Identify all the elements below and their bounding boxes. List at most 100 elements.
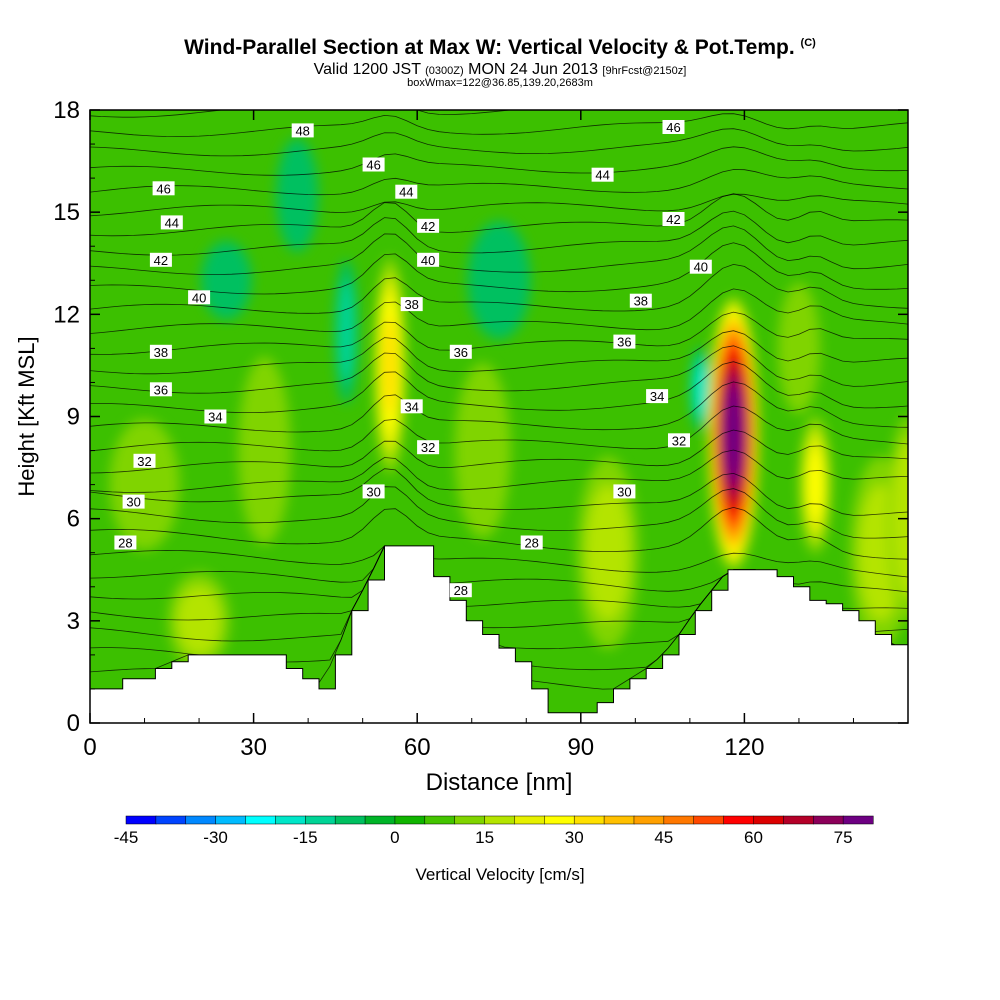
- theta-label-box: [204, 409, 227, 424]
- theta-label-box: [662, 212, 685, 226]
- theta-label-box: [362, 157, 385, 172]
- theta-label-text: 32: [421, 440, 435, 455]
- theta-label-text: 36: [617, 335, 631, 350]
- theta-label-text: 32: [672, 433, 686, 448]
- theta-isoline: [90, 429, 908, 474]
- theta-isoline: [90, 225, 908, 276]
- theta-label-text: 34: [650, 389, 664, 404]
- colorbar-label: Vertical Velocity [cm/s]: [415, 865, 584, 884]
- theta-label: 36: [613, 334, 636, 350]
- terrain-profile: [90, 545, 908, 723]
- x-tick-label: 30: [240, 734, 267, 761]
- theta-label-box: [114, 535, 137, 550]
- colorbar-tick-label: 60: [744, 828, 763, 847]
- theta-isoline: [90, 169, 908, 196]
- theta-label-box: [362, 484, 385, 499]
- y-axis-label: Height [Kft MSL]: [14, 336, 39, 496]
- theta-label-text: 40: [694, 260, 708, 275]
- theta-label: 42: [662, 212, 685, 227]
- theta-label: 32: [668, 433, 690, 448]
- theta-label-text: 38: [634, 294, 648, 309]
- theta-label: 32: [133, 453, 156, 469]
- valid-time-prefix: Valid 1200 JST: [313, 61, 421, 78]
- x-tick-label: 90: [567, 734, 594, 761]
- theta-label-box: [133, 453, 156, 468]
- velocity-contour-fill: [109, 419, 180, 551]
- theta-label: 40: [417, 252, 440, 268]
- theta-label-box: [400, 399, 423, 414]
- colorbar-tick-label: 15: [475, 828, 494, 847]
- theta-isoline: [90, 468, 908, 516]
- theta-isoline: [90, 52, 908, 76]
- theta-isoline: [90, 110, 514, 118]
- theta-label-box: [646, 389, 669, 404]
- theta-label-box: [417, 440, 440, 455]
- colorbar-swatch: [663, 815, 695, 825]
- y-tick-label: 3: [67, 608, 80, 635]
- theta-isoline: [90, 242, 908, 295]
- theta-label-box: [149, 382, 172, 397]
- theta-label: 46: [362, 157, 385, 173]
- colorbar-swatch: [424, 815, 456, 825]
- theta-label-box: [152, 181, 175, 196]
- colorbar-swatch: [305, 815, 336, 825]
- colorbar-swatch: [334, 815, 366, 825]
- theta-label-text: 46: [666, 120, 680, 135]
- colorbar-swatch: [633, 815, 665, 825]
- theta-isoline: [90, 193, 908, 237]
- theta-label-box: [613, 334, 636, 349]
- colorbar-tick-label: 45: [654, 828, 673, 847]
- velocity-contour-fill: [276, 138, 319, 252]
- colorbar-swatch: [693, 815, 725, 825]
- velocity-contour-fill: [177, 586, 221, 655]
- theta-isoline: [90, 193, 908, 217]
- theta-label-text: 42: [154, 253, 168, 268]
- theta-label-box: [417, 218, 440, 233]
- theta-label-text: 40: [192, 290, 206, 305]
- theta-label: 44: [160, 215, 183, 230]
- colorbar-tick-label: -45: [114, 828, 139, 847]
- velocity-contour-fill: [201, 240, 252, 320]
- theta-label-text: 44: [399, 185, 413, 200]
- theta-label-text: 46: [156, 181, 170, 196]
- theta-label: 40: [188, 290, 211, 305]
- chart-title-text: Wind-Parallel Section at Max W: Vertical…: [184, 36, 795, 59]
- theta-label-box: [689, 259, 712, 274]
- velocity-contour-fill: [382, 316, 398, 415]
- colorbar-tick-label: 0: [390, 828, 399, 847]
- colorbar-swatch: [155, 815, 187, 825]
- theta-label-text: 34: [208, 410, 222, 425]
- theta-label: 34: [204, 409, 227, 425]
- x-tick-label: 60: [404, 734, 431, 761]
- velocity-contour-fill: [777, 282, 820, 414]
- y-tick-label: 15: [53, 199, 80, 226]
- theta-isoline: [90, 405, 908, 452]
- colorbar-swatch: [783, 815, 814, 825]
- theta-label: 42: [149, 253, 172, 268]
- colorbar-tick-label: 75: [834, 828, 853, 847]
- theta-label-text: 30: [617, 484, 631, 499]
- theta-isoline: [90, 311, 908, 355]
- theta-label-text: 36: [454, 345, 468, 360]
- plot-area: 48 46 46 46 44 44 44 42 42 42 40 40 40 38 38 38 36 36 36 34…: [90, 52, 908, 723]
- box-wmax-info: boxWmax=122@36.85,139.20,2683m: [407, 77, 593, 89]
- theta-label-text: 42: [421, 219, 435, 234]
- x-tick-label: 120: [724, 734, 764, 761]
- valid-date: MON 24 Jun 2013: [468, 61, 598, 78]
- theta-label-box: [149, 344, 172, 359]
- theta-label-box: [417, 252, 440, 267]
- colorbar-swatch: [812, 815, 844, 825]
- theta-label-text: 38: [404, 297, 418, 312]
- theta-isoline: [90, 506, 908, 560]
- x-tick-label: 0: [83, 734, 96, 761]
- colorbar: -45 -30 -15 0 15 30 45 60 75 Vertical Velocity [c…: [114, 815, 874, 884]
- colorbar-swatch: [514, 815, 545, 825]
- theta-label-text: 30: [126, 495, 140, 510]
- theta-label: 48: [291, 123, 314, 138]
- theta-label-text: 32: [137, 454, 151, 469]
- theta-label: 28: [449, 583, 472, 598]
- forecast-info: [9hrFcst@2150z]: [602, 65, 687, 77]
- theta-label: 34: [646, 389, 669, 404]
- theta-label: 32: [417, 440, 440, 455]
